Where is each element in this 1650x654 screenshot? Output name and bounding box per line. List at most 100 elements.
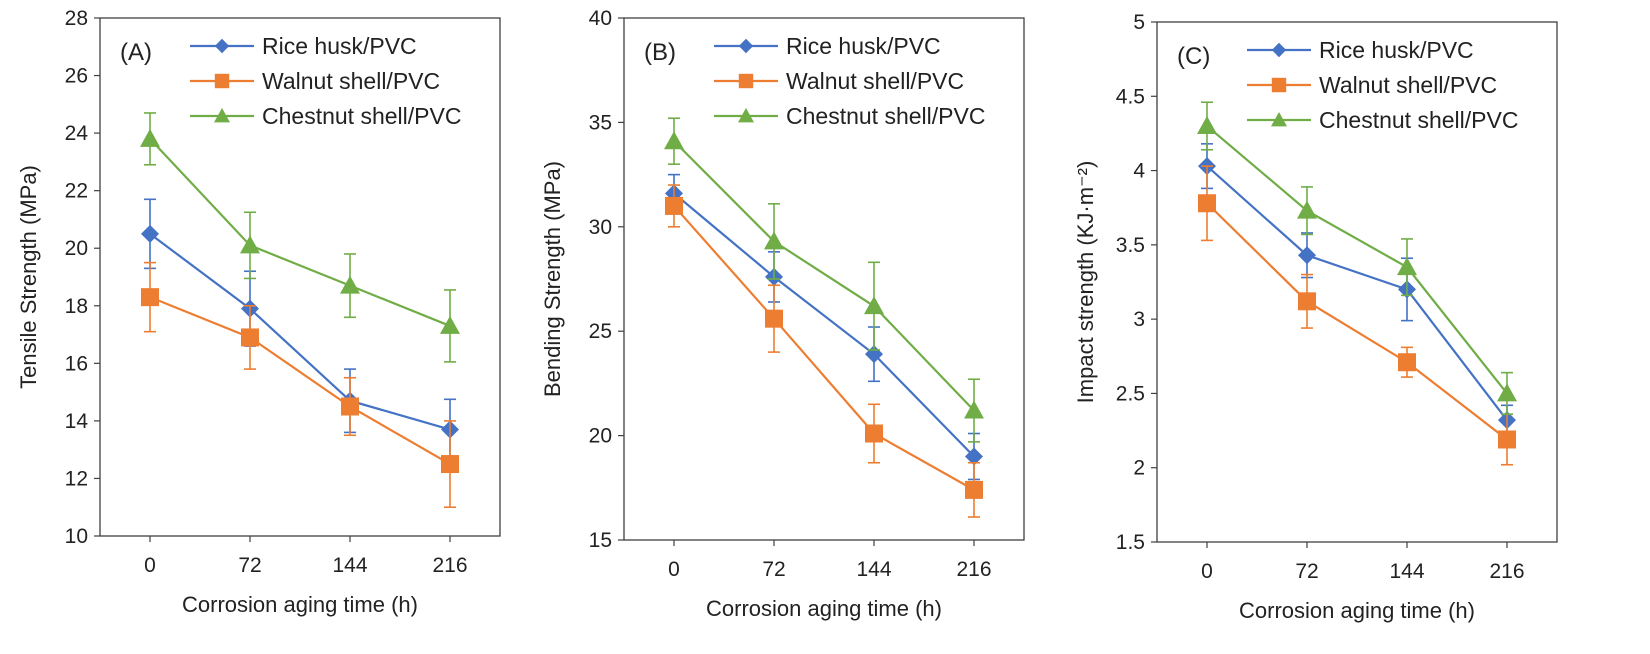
series-line bbox=[673, 205, 975, 491]
data-point bbox=[965, 480, 983, 499]
y-tick-label: 4 bbox=[1133, 160, 1145, 183]
panel-a: 10 12 14 16 18 20 22 24 26 28 0 72 144 216 Corrosion a… bbox=[16, 7, 501, 617]
x-axis-label: Corrosion aging time (h) bbox=[1239, 598, 1475, 623]
y-axis-label: Impact strength (KJ·m⁻²) bbox=[1073, 161, 1098, 404]
data-point bbox=[765, 309, 783, 328]
data-point bbox=[1298, 246, 1316, 265]
panel-label: (C) bbox=[1177, 43, 1210, 70]
plot-frame bbox=[1156, 21, 1558, 543]
series-walnut-shell-pvc bbox=[141, 261, 459, 509]
legend-label: Rice husk/PVC bbox=[1319, 37, 1474, 63]
series-line bbox=[673, 140, 975, 412]
legend-label: Chestnut shell/PVC bbox=[1319, 107, 1518, 133]
panel-c: 1.5 2 2.5 3 3.5 4 4.5 5 0 72 144 216 Corrosion aging… bbox=[1073, 11, 1558, 623]
legend-marker bbox=[738, 38, 754, 54]
y-tick-label: 18 bbox=[65, 295, 88, 318]
x-tick-label: 216 bbox=[956, 558, 991, 581]
data-point bbox=[241, 328, 259, 347]
legend-label: Walnut shell/PVC bbox=[786, 68, 964, 94]
data-point bbox=[1198, 194, 1216, 213]
series-line bbox=[1206, 165, 1508, 421]
y-tick-label: 22 bbox=[65, 180, 88, 203]
data-point bbox=[1298, 292, 1316, 311]
series-rice-husk-pvc bbox=[665, 173, 983, 481]
legend-label: Walnut shell/PVC bbox=[1319, 72, 1497, 98]
data-point bbox=[665, 196, 683, 215]
y-tick-label: 2.5 bbox=[1116, 382, 1145, 405]
data-point bbox=[140, 128, 160, 147]
x-tick-label: 72 bbox=[238, 554, 261, 577]
data-point bbox=[1397, 257, 1417, 276]
data-point bbox=[864, 296, 884, 315]
y-tick-label: 40 bbox=[589, 7, 612, 30]
y-tick-label: 14 bbox=[65, 410, 89, 433]
y-tick-label: 16 bbox=[65, 352, 88, 375]
data-point bbox=[141, 224, 159, 243]
data-point bbox=[664, 131, 684, 150]
series-rice-husk-pvc bbox=[141, 198, 459, 461]
x-axis-label: Corrosion aging time (h) bbox=[182, 592, 418, 617]
y-tick-label: 5 bbox=[1133, 11, 1145, 34]
plot-frame bbox=[99, 17, 501, 537]
y-tick-label: 30 bbox=[589, 216, 612, 239]
legend: Rice husk/PVC Walnut shell/PVC Chestnut sh… bbox=[190, 33, 461, 129]
x-tick-label: 144 bbox=[856, 558, 891, 581]
series-chestnut-shell-pvc bbox=[140, 112, 460, 363]
y-tick-label: 24 bbox=[65, 122, 89, 145]
y-axis-label: Tensile Strength (MPa) bbox=[16, 165, 41, 389]
data-point bbox=[764, 231, 784, 250]
series-chestnut-shell-pvc bbox=[664, 117, 984, 443]
y-tick-label: 3 bbox=[1133, 308, 1145, 331]
legend-label: Chestnut shell/PVC bbox=[262, 103, 461, 129]
data-point bbox=[865, 424, 883, 443]
legend-marker bbox=[738, 73, 754, 89]
y-tick-label: 2 bbox=[1133, 457, 1145, 480]
data-point bbox=[240, 235, 260, 254]
data-point bbox=[1497, 383, 1517, 402]
legend: Rice husk/PVC Walnut shell/PVC Chestnut sh… bbox=[1247, 37, 1518, 133]
data-point bbox=[1498, 430, 1516, 449]
legend-label: Rice husk/PVC bbox=[786, 33, 941, 59]
x-tick-label: 0 bbox=[144, 554, 156, 577]
x-axis-label: Corrosion aging time (h) bbox=[706, 596, 942, 621]
legend: Rice husk/PVC Walnut shell/PVC Chestnut sh… bbox=[714, 33, 985, 129]
y-tick-label: 26 bbox=[65, 65, 88, 88]
panel-b: 15 20 25 30 35 40 0 72 144 216 Corrosion aging tim… bbox=[540, 7, 1025, 621]
series-line bbox=[673, 192, 975, 458]
data-point bbox=[341, 397, 359, 416]
x-tick-label: 216 bbox=[432, 554, 467, 577]
data-point bbox=[1297, 200, 1317, 219]
x-tick-label: 144 bbox=[332, 554, 367, 577]
panel-label: (A) bbox=[120, 39, 152, 66]
series-line bbox=[149, 296, 451, 466]
series-line bbox=[1206, 202, 1508, 441]
series-line bbox=[149, 138, 451, 327]
legend-marker bbox=[1271, 77, 1287, 93]
data-point bbox=[964, 400, 984, 419]
legend-marker bbox=[214, 73, 230, 89]
series-rice-husk-pvc bbox=[1198, 143, 1516, 436]
y-tick-label: 15 bbox=[589, 529, 612, 552]
x-tick-label: 0 bbox=[1201, 560, 1213, 583]
y-tick-label: 10 bbox=[65, 525, 88, 548]
series-walnut-shell-pvc bbox=[1198, 165, 1516, 466]
legend-marker bbox=[738, 108, 754, 123]
x-tick-label: 0 bbox=[668, 558, 680, 581]
panel-label: (B) bbox=[644, 39, 676, 66]
series-line bbox=[149, 232, 451, 431]
data-point bbox=[440, 315, 460, 334]
y-tick-label: 12 bbox=[65, 467, 88, 490]
y-tick-label: 4.5 bbox=[1116, 85, 1145, 108]
series-line bbox=[1206, 125, 1508, 395]
legend-label: Rice husk/PVC bbox=[262, 33, 417, 59]
legend-marker bbox=[1271, 112, 1287, 127]
x-tick-label: 72 bbox=[1295, 560, 1318, 583]
data-point bbox=[965, 447, 983, 466]
y-tick-label: 20 bbox=[65, 237, 88, 260]
data-point bbox=[141, 288, 159, 307]
data-point bbox=[1398, 353, 1416, 372]
legend-marker bbox=[214, 38, 230, 54]
series-chestnut-shell-pvc bbox=[1197, 101, 1517, 416]
y-tick-label: 1.5 bbox=[1116, 531, 1145, 554]
